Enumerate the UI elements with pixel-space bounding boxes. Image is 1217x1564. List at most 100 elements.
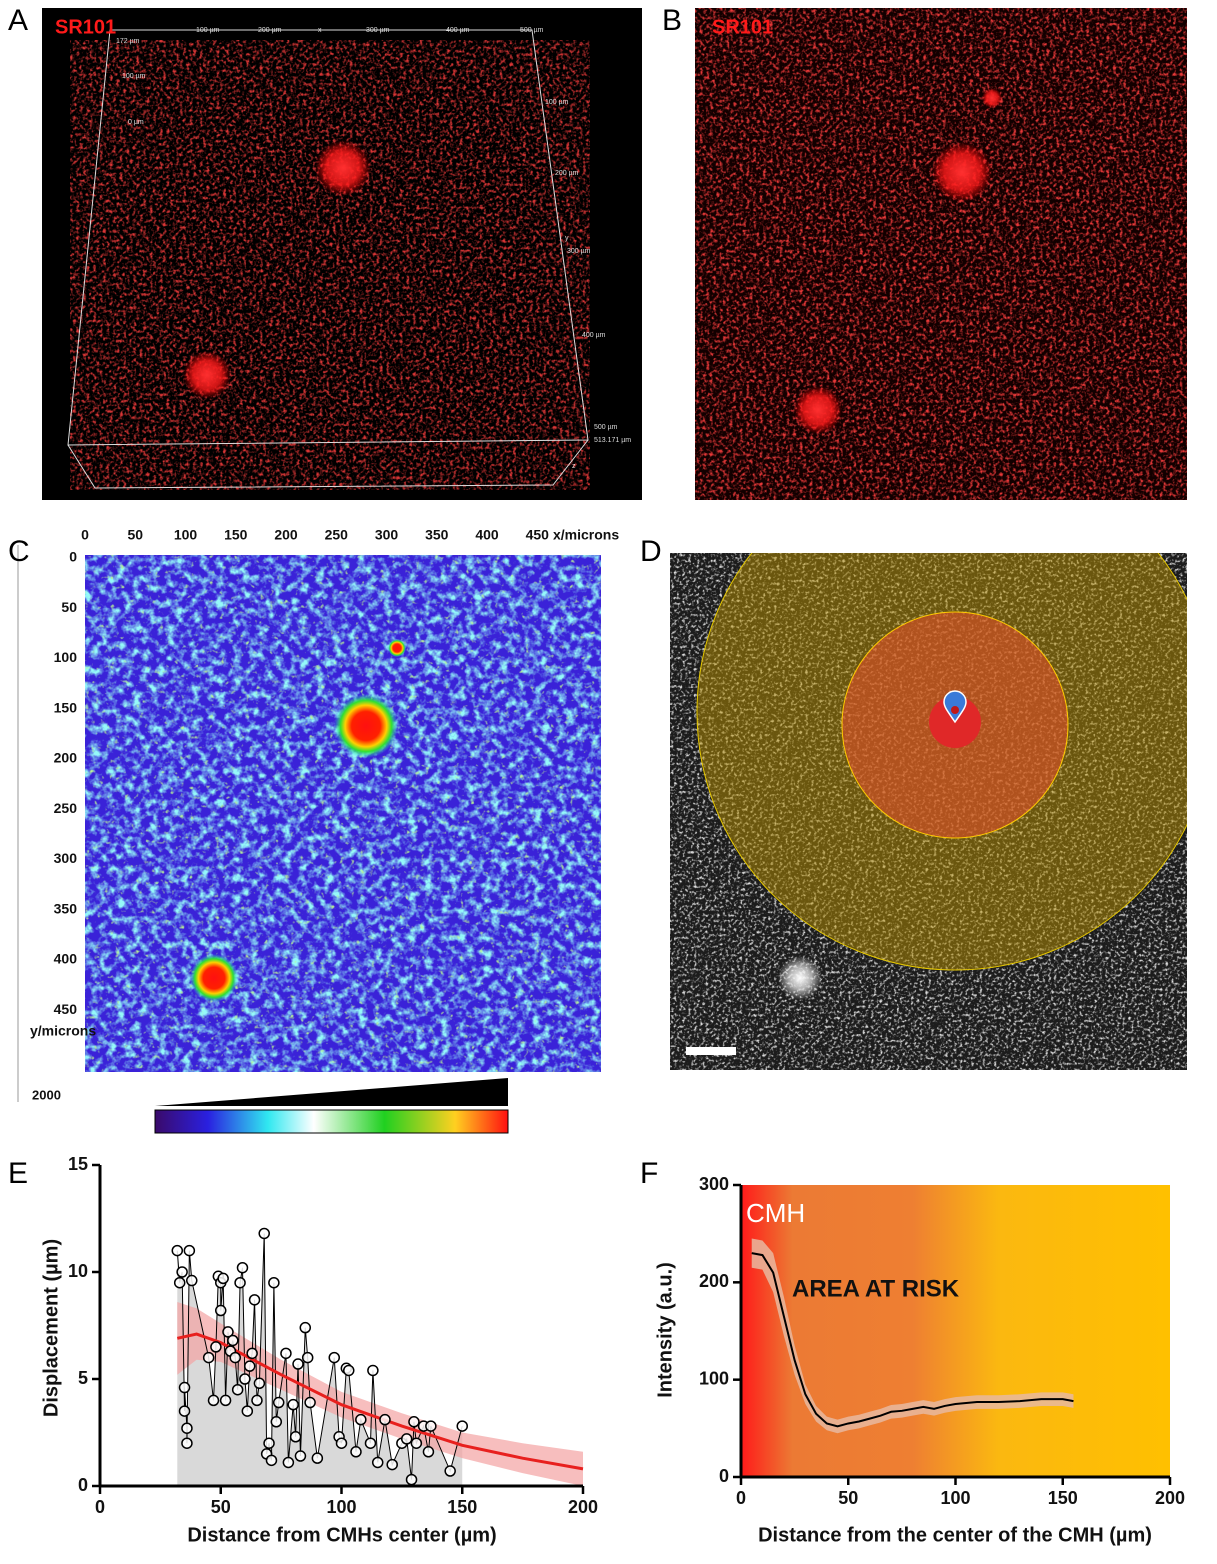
x-tick-label: 50 [127, 527, 143, 543]
blob [794, 386, 842, 434]
data-point [282, 1456, 295, 1469]
panel-b: SR101 [695, 8, 1187, 500]
area-label: AREA AT RISK [792, 1275, 960, 1302]
x-tick-label: 100 [174, 527, 198, 543]
data-point [268, 1276, 280, 1289]
data-point [294, 1450, 307, 1462]
data-point [287, 1398, 299, 1411]
data-point [371, 1456, 384, 1469]
x-tick-label: 300 [375, 527, 399, 543]
location-marker-dot [951, 706, 959, 714]
y-tick-label: 100 [699, 1368, 729, 1388]
blob [982, 88, 1002, 108]
y-tick-label: 0 [719, 1466, 729, 1486]
scale-label: 100 µm [545, 99, 569, 106]
scale-label: 100 µm [196, 27, 220, 34]
y-tick-label: 450 [54, 1001, 78, 1017]
scale-label: 300 µm [567, 248, 591, 255]
data-point [207, 1394, 220, 1407]
scale-label: 400 µm [446, 27, 470, 34]
y-tick-label: 15 [68, 1154, 88, 1174]
data-point [444, 1465, 456, 1477]
scale-bar [686, 1047, 736, 1055]
scale-label: x [318, 27, 322, 34]
panel-label: A [8, 4, 28, 37]
y-axis-title: Intensity (a.u.) [654, 1262, 676, 1398]
data-point [408, 1416, 420, 1428]
data-point [236, 1261, 249, 1274]
data-point [386, 1458, 398, 1471]
x-tick-label: 50 [838, 1488, 858, 1508]
y-tick-label: 250 [54, 800, 78, 816]
data-point [311, 1452, 324, 1464]
data-point [270, 1416, 283, 1428]
panel-c: 2000 x/microns y/microns [17, 527, 619, 1134]
panel-label: C [8, 535, 30, 568]
data-point [350, 1446, 362, 1458]
x-tick-label: 150 [1048, 1488, 1078, 1508]
x-tick-label: 50 [211, 1497, 231, 1517]
scale-label: 500 µm [594, 424, 618, 431]
annotation: CMH [746, 1198, 805, 1228]
scale-label: 172 µm [116, 38, 140, 45]
data-point [178, 1381, 191, 1394]
x-tick-label: 150 [447, 1497, 477, 1517]
risk-background [741, 1185, 1170, 1477]
y-axis-title: Displacement (µm) [40, 1239, 62, 1417]
data-point [367, 1364, 379, 1377]
y-tick-label: 300 [699, 1174, 729, 1194]
y-tick-label: 150 [54, 699, 78, 715]
y-tick-label: 200 [54, 750, 78, 766]
data-point [456, 1420, 468, 1432]
data-point [215, 1304, 227, 1317]
confidence-band [177, 1301, 583, 1486]
panel-d [670, 553, 1187, 1070]
data-point [210, 1341, 222, 1353]
data-point [186, 1274, 198, 1287]
x-tick-label: 0 [81, 527, 89, 543]
data-point [304, 1396, 316, 1409]
y-tick-label: 50 [61, 599, 77, 615]
data-point [171, 1244, 184, 1257]
blob [778, 956, 822, 1000]
data-point [364, 1437, 377, 1449]
hotspot [388, 639, 406, 657]
stain-label: SR101 [55, 16, 116, 38]
scale-label: 0 µm [128, 119, 144, 126]
x-tick-label: 200 [274, 527, 298, 543]
data-point [222, 1326, 234, 1338]
data-point [253, 1377, 266, 1390]
data-point [219, 1394, 232, 1407]
data-point [234, 1276, 246, 1289]
x-tick-label: 0 [95, 1497, 105, 1517]
colorbar [154, 1109, 509, 1134]
data-point [246, 1347, 258, 1360]
data-point [248, 1294, 261, 1306]
data-point [229, 1351, 241, 1364]
data-point [301, 1351, 314, 1364]
data-point [241, 1405, 254, 1417]
y-tick-label: 5 [78, 1368, 88, 1388]
x-tick-label: 100 [940, 1488, 970, 1508]
x-axis-title: Distance from CMHs center (µm) [187, 1524, 496, 1546]
image-texture [70, 40, 590, 490]
panel-label: B [662, 4, 682, 37]
data-point [342, 1364, 355, 1377]
data-point [410, 1437, 423, 1449]
data-point [299, 1321, 312, 1334]
data-point [355, 1413, 367, 1426]
scale-label: 500 µm [520, 27, 544, 34]
data-point [176, 1266, 188, 1278]
data-point [379, 1413, 391, 1426]
heatmap-texture [85, 555, 601, 1072]
shaded-area [177, 1233, 463, 1486]
data-point [289, 1431, 302, 1443]
data-point [258, 1227, 270, 1240]
y-axis-title: y/microns [30, 1023, 96, 1039]
x-axis-title: Distance from the center of the CMH (µm) [758, 1524, 1152, 1546]
x-tick-label: 150 [224, 527, 248, 543]
data-point [243, 1360, 256, 1372]
panel-label: D [640, 535, 662, 568]
